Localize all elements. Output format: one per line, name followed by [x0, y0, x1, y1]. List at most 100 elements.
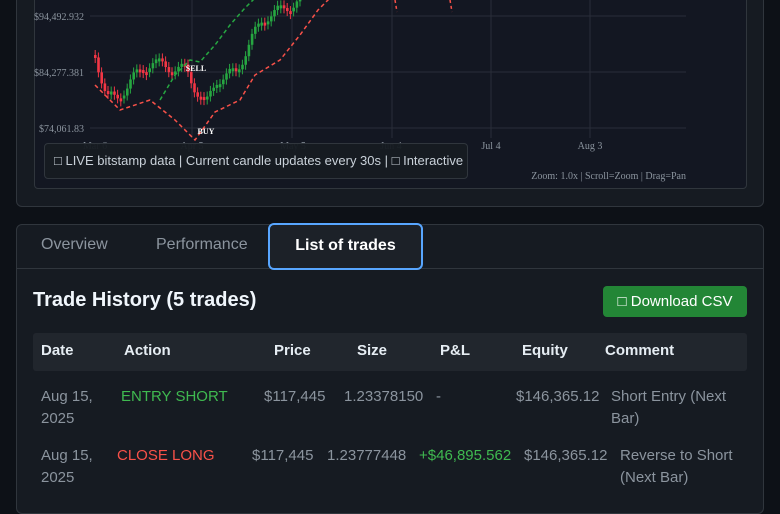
cell-comment: Reverse to Short (Next Bar)	[620, 447, 733, 486]
candle-body	[286, 8, 289, 12]
candle-body	[186, 64, 190, 73]
buy-marker: BUY	[198, 127, 215, 136]
cell-equity: $146,365.12	[516, 388, 600, 405]
section-title: Trade History (5 trades)	[33, 289, 257, 311]
column-header: Price	[274, 342, 311, 359]
tab-active[interactable]: List of trades	[268, 223, 423, 270]
candle-body	[222, 79, 225, 85]
candle-body	[164, 61, 167, 68]
candle-body	[206, 96, 209, 100]
candle-body	[190, 72, 193, 84]
candle-body	[170, 72, 174, 76]
y-axis-label: $74,061.83	[39, 124, 84, 135]
candle-body	[145, 72, 148, 76]
column-header: Equity	[522, 342, 568, 359]
candle-body	[279, 5, 283, 9]
candle-body	[158, 58, 161, 62]
page: $94,492.932 $84,277.381 $74,061.83 Mar 6…	[16, 0, 764, 514]
candle-body	[180, 63, 183, 67]
drawdown-line	[394, 0, 398, 13]
candle-body	[228, 68, 231, 74]
equity-line	[159, 0, 255, 101]
cell-date: Aug 15, 2025	[41, 388, 93, 427]
candle-body	[151, 63, 155, 69]
info-box: □ LIVE bitstamp data | Current candle up…	[44, 143, 468, 179]
candle-body	[266, 21, 270, 25]
candle-body	[110, 91, 113, 95]
candle-body	[94, 55, 97, 58]
candle-body	[270, 16, 273, 22]
zoom-hint: Zoom: 1.0x | Scroll=Zoom | Drag=Pan	[531, 171, 686, 182]
candle-body	[289, 11, 292, 15]
candle-body	[119, 98, 123, 102]
candle-body	[276, 5, 279, 11]
cell-price: $117,445	[264, 388, 326, 405]
column-header: Action	[124, 342, 171, 359]
candle-body	[215, 84, 219, 88]
candle-body	[106, 91, 110, 95]
cell-action: ENTRY SHORT	[121, 388, 228, 405]
candle-body	[295, 1, 299, 8]
tab[interactable]: Overview	[41, 236, 108, 253]
column-header: P&L	[440, 342, 470, 359]
candle-body	[254, 26, 257, 34]
candles	[94, 0, 302, 107]
column-header: Date	[41, 342, 74, 359]
x-axis-label: Aug 3	[578, 141, 603, 152]
candle-body	[167, 67, 171, 73]
cell-pnl: -	[436, 388, 441, 405]
candle-body	[113, 91, 116, 95]
candle-body	[103, 83, 107, 92]
cell-size: 1.23777448	[327, 447, 407, 464]
candle-body	[231, 68, 235, 72]
candle-body	[218, 84, 222, 88]
y-axis-label: $94,492.932	[34, 12, 84, 23]
candle-body	[138, 69, 142, 73]
candle-body	[193, 83, 196, 93]
drawdown-line	[94, 0, 330, 142]
candle-body	[225, 73, 228, 80]
candle-body	[244, 56, 247, 65]
candle-body	[161, 58, 164, 62]
grid	[90, 0, 686, 138]
y-axis-label: $84,277.381	[34, 68, 84, 79]
cell-comment: Short Entry (Next Bar)	[611, 388, 727, 427]
candle-body	[234, 68, 238, 72]
cell-action: CLOSE LONG	[117, 447, 215, 464]
candle-body	[154, 59, 158, 64]
candle-body	[126, 88, 129, 96]
candle-body	[116, 94, 119, 99]
candle-body	[148, 68, 151, 73]
candle-body	[282, 5, 286, 9]
price-chart: $94,492.932 $84,277.381 $74,061.83 Mar 6…	[34, 0, 686, 182]
candle-body	[199, 96, 203, 100]
candle-body	[177, 66, 180, 72]
candle-body	[135, 69, 139, 73]
x-axis-label: Jul 4	[481, 141, 500, 152]
drawdown-line	[449, 0, 453, 13]
candle-body	[257, 23, 260, 27]
candle-body	[273, 10, 276, 17]
candle-body	[263, 22, 267, 26]
candle-body	[209, 90, 212, 97]
column-header: Size	[357, 342, 388, 359]
download-button[interactable]: □ Download CSV	[603, 286, 747, 317]
candle-body	[238, 69, 241, 73]
cell-price: $117,445	[252, 447, 314, 464]
candle-body	[292, 7, 295, 12]
cell-equity: $146,365.12	[524, 447, 608, 464]
candle-body	[97, 57, 100, 73]
candle-body	[250, 33, 254, 45]
sell-marker: SELL	[186, 64, 206, 73]
candle-body	[212, 87, 215, 91]
candle-body	[241, 64, 244, 70]
candle-body	[132, 72, 135, 80]
table-header	[33, 333, 747, 371]
candle-body	[202, 97, 206, 101]
candle-body	[129, 79, 132, 89]
candle-body	[196, 92, 199, 97]
cell-date: Aug 15, 2025	[41, 447, 93, 486]
candle-body	[174, 71, 177, 75]
candle-body	[260, 22, 263, 26]
tab[interactable]: Performance	[156, 236, 248, 253]
